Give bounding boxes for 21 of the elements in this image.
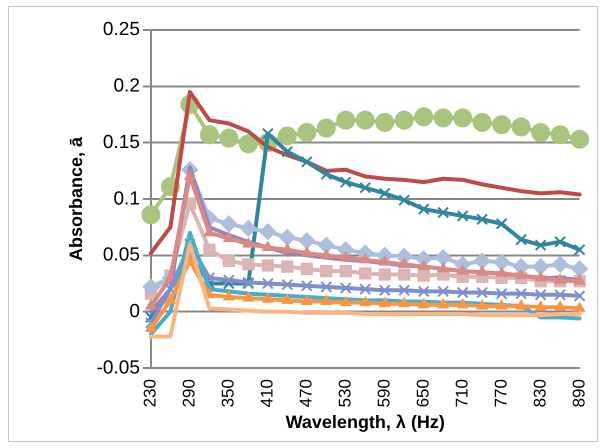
y-tick-label: 0.1 (113, 188, 140, 210)
x-tick-label: 590 (374, 379, 394, 408)
x-tick-label: 290 (180, 379, 199, 408)
y-tick-label: -0.05 (96, 357, 140, 378)
y-tick-label: 0.25 (102, 19, 140, 40)
x-tick-label: 470 (296, 379, 316, 408)
x-tick-label: 830 (530, 379, 550, 408)
y-tick-label: 0.2 (113, 76, 140, 97)
x-tick-label: 890 (569, 379, 588, 408)
x-axis-title: Wavelength, λ (Hz) (286, 412, 445, 432)
y-tick-label: 0.05 (102, 244, 140, 266)
x-tick-label: 350 (218, 379, 238, 408)
y-axis-title: Absorbance, ā (66, 136, 86, 262)
x-tick-label: 530 (335, 379, 354, 408)
x-tick-label: 230 (140, 379, 160, 408)
x-tick-label: 710 (452, 379, 472, 408)
x-tick-label: 410 (258, 379, 277, 408)
x-tick-label: 650 (413, 379, 432, 408)
y-tick-label: 0 (129, 300, 140, 322)
x-tick-label: 770 (491, 379, 510, 408)
y-tick-label: 0.15 (102, 132, 140, 153)
